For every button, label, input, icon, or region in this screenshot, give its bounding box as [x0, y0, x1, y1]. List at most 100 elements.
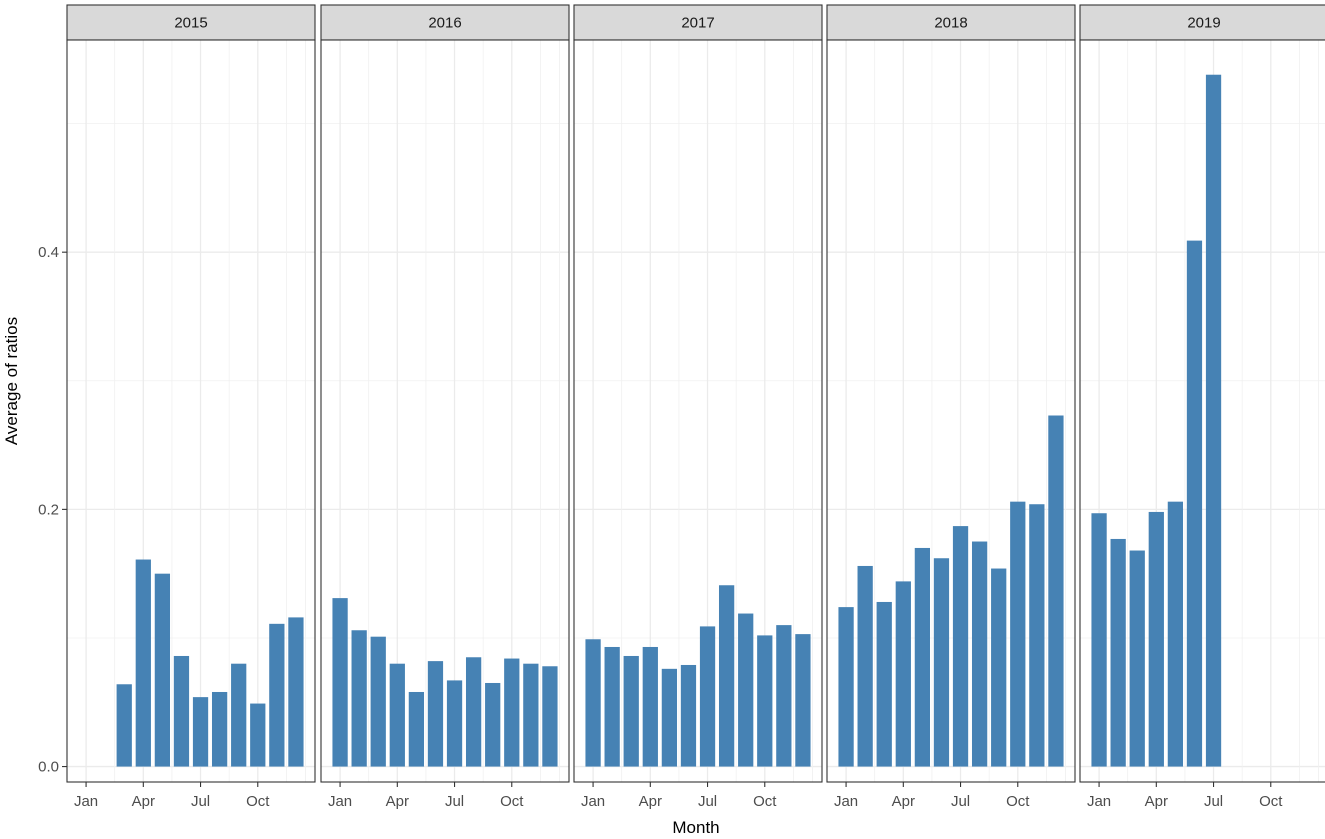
bar-2016-Jan — [332, 598, 348, 767]
facet-strip — [66, 4, 316, 41]
y-axis-title: Average of ratios — [2, 317, 21, 445]
facet-strip — [826, 4, 1076, 41]
bar-2019-Jun — [1186, 240, 1203, 767]
bar-2016-Apr — [389, 663, 405, 767]
bar-2016-Aug — [465, 657, 482, 767]
x-tick-label: Jul — [1204, 793, 1223, 810]
facet-strip-label: 2015 — [174, 15, 207, 32]
bar-2018-Mar — [876, 601, 892, 767]
facet-strip — [573, 4, 823, 41]
bar-2017-Aug — [718, 585, 735, 767]
facet-panel-2018: 2018 Jan Apr Jul Oct — [826, 4, 1076, 810]
bar-2018-Sep — [991, 568, 1007, 767]
bar-2017-Apr — [642, 646, 658, 767]
bar-2016-May — [408, 691, 425, 767]
bar-2016-Jul — [446, 680, 463, 767]
x-tick-label: Jan — [74, 793, 98, 810]
x-tick-label: Oct — [500, 793, 524, 810]
panel-border — [573, 39, 823, 783]
facet-panel-2015: 2015 Jan Apr Jul Oct — [66, 4, 316, 810]
bar-2017-Dec — [795, 634, 811, 767]
facet-strip-label: 2019 — [1187, 15, 1220, 32]
bar-2016-Nov — [523, 663, 539, 767]
bar-2018-May — [914, 547, 931, 767]
facet-strip — [320, 4, 570, 41]
panel-border — [320, 39, 570, 783]
bar-2017-Jul — [699, 626, 716, 767]
y-tick-label: 0.0 — [38, 759, 59, 776]
facet-panel-2019: 2019 Jan Apr Jul Oct — [1079, 4, 1325, 810]
bar-2018-Apr — [895, 581, 911, 767]
x-tick-label: Oct — [1259, 793, 1283, 810]
x-tick-label: Apr — [892, 793, 915, 810]
facet-strip-label: 2016 — [428, 15, 461, 32]
bar-2019-Jan — [1091, 513, 1107, 767]
x-tick-label: Apr — [132, 793, 155, 810]
x-tick-label: Jul — [445, 793, 464, 810]
bar-2018-Jul — [952, 526, 969, 767]
bar-2019-May — [1167, 501, 1184, 767]
bar-2018-Oct — [1010, 501, 1026, 767]
x-tick-label: Jul — [191, 793, 210, 810]
bar-2017-May — [661, 668, 678, 767]
bar-2016-Dec — [542, 666, 558, 767]
bar-2016-Sep — [485, 682, 501, 767]
bar-2017-Jun — [680, 664, 697, 767]
x-tick-label: Jan — [834, 793, 858, 810]
bar-2019-Apr — [1148, 511, 1164, 767]
bar-2019-Feb — [1110, 538, 1126, 767]
y-tick-label: 0.2 — [38, 501, 59, 518]
bar-2015-Nov — [269, 623, 285, 767]
x-axis-title: Month — [672, 818, 719, 837]
bar-2015-Jun — [173, 655, 190, 767]
x-tick-label: Apr — [386, 793, 409, 810]
bar-2017-Mar — [623, 655, 639, 767]
bar-2015-Jul — [192, 697, 209, 767]
facet-panel-2017: 2017 Jan Apr Jul Oct — [573, 4, 823, 810]
y-tick-label: 0.4 — [38, 244, 59, 261]
y-axis: 0.0 0.2 0.4 — [38, 244, 67, 776]
x-tick-label: Oct — [1006, 793, 1030, 810]
x-tick-label: Jul — [698, 793, 717, 810]
bar-2018-Dec — [1048, 415, 1064, 767]
x-tick-label: Apr — [639, 793, 662, 810]
bar-2015-May — [154, 573, 171, 767]
facet-strip-label: 2018 — [934, 15, 967, 32]
panel-border — [1079, 39, 1325, 783]
bar-2018-Jun — [933, 558, 950, 767]
bar-2015-Mar — [116, 684, 132, 767]
facet-strip-label: 2017 — [681, 15, 714, 32]
bar-2019-Mar — [1129, 550, 1145, 767]
bar-2017-Nov — [776, 625, 792, 767]
panel-border — [826, 39, 1076, 783]
bar-2016-Oct — [504, 658, 520, 767]
bar-2018-Feb — [857, 565, 873, 767]
bar-2017-Feb — [604, 646, 620, 767]
facet-panel-2016: 2016 Jan Apr Jul Oct — [320, 4, 570, 810]
x-tick-label: Jan — [328, 793, 352, 810]
facet-panels: 2015 Jan Apr Jul Oct 2016 Jan Apr Jul Oct 2017 Jan A… — [66, 4, 1325, 810]
x-tick-label: Oct — [246, 793, 270, 810]
bar-2016-Jun — [427, 661, 444, 767]
bar-2016-Feb — [351, 630, 367, 767]
bar-2018-Nov — [1029, 504, 1045, 767]
bar-2015-Apr — [135, 559, 151, 767]
bar-2017-Sep — [738, 613, 754, 767]
x-tick-label: Jan — [581, 793, 605, 810]
x-tick-label: Jan — [1087, 793, 1111, 810]
bar-2019-Jul — [1205, 74, 1222, 767]
bar-2017-Oct — [757, 635, 773, 767]
bar-2015-Aug — [211, 691, 228, 767]
bar-2015-Dec — [288, 617, 304, 767]
facet-strip — [1079, 4, 1325, 41]
x-tick-label: Oct — [753, 793, 777, 810]
x-tick-label: Jul — [951, 793, 970, 810]
bar-2015-Sep — [231, 663, 247, 767]
bar-2016-Mar — [370, 636, 386, 767]
x-tick-label: Apr — [1145, 793, 1168, 810]
panel-border — [66, 39, 316, 783]
bar-2015-Oct — [250, 703, 266, 767]
bar-2017-Jan — [585, 639, 601, 767]
bar-2018-Aug — [971, 541, 988, 767]
